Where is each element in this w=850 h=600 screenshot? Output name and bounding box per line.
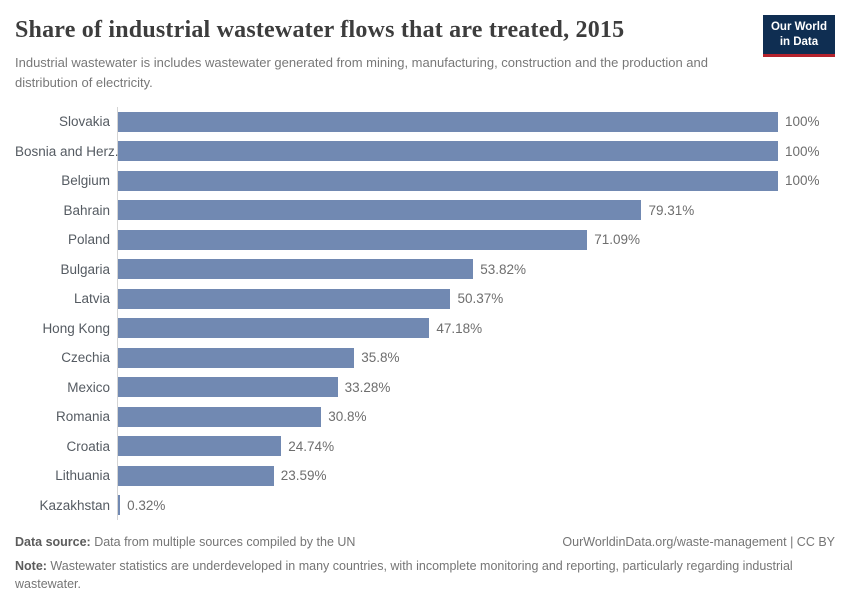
bar-row: Czechia 35.8%: [15, 343, 835, 372]
bar-row: Romania 30.8%: [15, 402, 835, 431]
data-source-label: Data source:: [15, 535, 91, 549]
bar-rect[interactable]: [118, 200, 642, 221]
note-text: Wastewater statistics are underdeveloped…: [15, 559, 793, 592]
bar-area: 71.09%: [118, 229, 835, 250]
country-label: Hong Kong: [42, 320, 110, 336]
bar-row: Mexico 33.28%: [15, 373, 835, 402]
bar-rect[interactable]: [118, 436, 282, 457]
country-label: Czechia: [61, 350, 110, 366]
value-label: 47.18%: [436, 320, 483, 336]
country-label: Bahrain: [63, 202, 110, 218]
value-label: 100%: [785, 173, 820, 189]
data-source-text: Data from multiple sources compiled by t…: [90, 535, 356, 549]
value-label: 30.8%: [328, 409, 367, 425]
country-label: Romania: [55, 409, 110, 425]
bar-rect[interactable]: [118, 495, 121, 516]
bar-rect[interactable]: [118, 406, 322, 427]
bar-row: Bulgaria 53.82%: [15, 255, 835, 284]
bar-area: 79.31%: [118, 200, 835, 221]
header: Share of industrial wastewater flows tha…: [15, 14, 835, 92]
value-label: 33.28%: [344, 379, 391, 395]
bar-area: 100%: [118, 170, 835, 191]
bar-row: Slovakia 100%: [15, 107, 835, 136]
bar-row: Belgium 100%: [15, 166, 835, 195]
value-label: 79.31%: [648, 202, 695, 218]
value-label: 50.37%: [457, 291, 504, 307]
bar-area: 33.28%: [118, 377, 835, 398]
bar-chart: Slovakia 100% Bosnia and Herz. 100% Belg…: [15, 107, 835, 520]
country-label: Lithuania: [55, 468, 110, 484]
data-source-line: Data source: Data from multiple sources …: [15, 533, 355, 551]
bar-row: Kazakhstan 0.32%: [15, 491, 835, 520]
bar-row: Bahrain 79.31%: [15, 196, 835, 225]
value-label: 100%: [785, 114, 820, 129]
country-label: Bosnia and Herz.: [15, 143, 119, 159]
bar-rect[interactable]: [118, 347, 355, 368]
bar-rect[interactable]: [118, 111, 778, 132]
chart-title: Share of industrial wastewater flows tha…: [15, 17, 625, 43]
country-label: Poland: [67, 232, 110, 248]
bar-area: 100%: [118, 141, 835, 162]
bar-area: 30.8%: [118, 406, 835, 427]
bar-row: Croatia 24.74%: [15, 432, 835, 461]
bar-rect[interactable]: [118, 170, 778, 191]
country-label: Kazakhstan: [39, 497, 110, 513]
bar-rect[interactable]: [118, 377, 338, 398]
value-label: 0.32%: [127, 497, 166, 513]
bar-area: 100%: [118, 111, 835, 132]
footer-top: Data source: Data from multiple sources …: [15, 533, 835, 551]
bar-row: Bosnia and Herz. 100%: [15, 137, 835, 166]
bar-row: Hong Kong 47.18%: [15, 314, 835, 343]
bar-rect[interactable]: [118, 229, 588, 250]
bar-area: 0.32%: [118, 495, 835, 516]
owid-logo: Our World in Data: [762, 15, 835, 57]
footer-link[interactable]: OurWorldinData.org/waste-management | CC…: [562, 535, 835, 549]
chart-subtitle: Industrial wastewater is includes wastew…: [15, 55, 708, 90]
bar-rect[interactable]: [118, 141, 778, 162]
title-block: Share of industrial wastewater flows tha…: [15, 14, 751, 92]
chart-rows: Slovakia 100% Bosnia and Herz. 100% Belg…: [15, 107, 835, 520]
bar-rect[interactable]: [118, 318, 430, 339]
footer: Data source: Data from multiple sources …: [15, 533, 835, 593]
bar-row: Latvia 50.37%: [15, 284, 835, 313]
note-line: Note: Wastewater statistics are underdev…: [15, 557, 835, 593]
country-label: Mexico: [67, 379, 110, 395]
value-label: 100%: [785, 143, 820, 159]
bar-area: 50.37%: [118, 288, 835, 309]
value-label: 35.8%: [361, 350, 400, 366]
owid-logo-line1: Our World: [770, 21, 827, 33]
bar-area: 53.82%: [118, 259, 835, 280]
value-label: 71.09%: [594, 232, 640, 248]
owid-logo-line2: in Data: [779, 35, 819, 48]
bar-area: 24.74%: [118, 436, 835, 457]
note-label: Note:: [15, 559, 47, 574]
bar-area: 23.59%: [118, 465, 835, 486]
bar-rect[interactable]: [118, 465, 274, 486]
value-label: 24.74%: [288, 438, 335, 454]
country-label: Slovakia: [58, 114, 110, 129]
value-label: 53.82%: [480, 261, 526, 277]
country-label: Bulgaria: [60, 261, 110, 277]
bar-rect[interactable]: [118, 288, 451, 309]
bar-area: 47.18%: [118, 318, 835, 339]
country-label: Latvia: [73, 291, 110, 307]
bar-row: Poland 71.09%: [15, 225, 835, 254]
y-axis-line: [117, 107, 118, 520]
value-label: 23.59%: [280, 468, 327, 484]
bar-row: Lithuania 23.59%: [15, 461, 835, 490]
country-label: Croatia: [66, 438, 110, 454]
bar-area: 35.8%: [118, 347, 835, 368]
bar-rect[interactable]: [118, 259, 474, 280]
country-label: Belgium: [61, 173, 110, 189]
